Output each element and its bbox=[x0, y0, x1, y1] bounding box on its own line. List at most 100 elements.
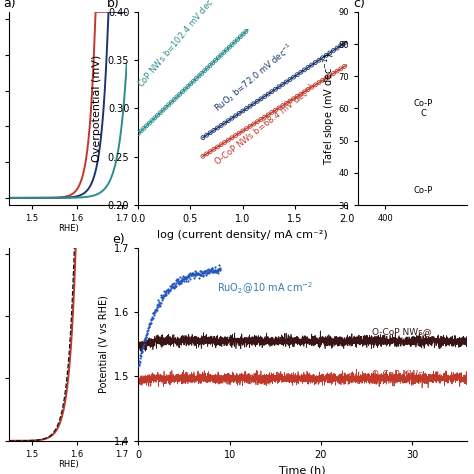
Point bbox=[228, 114, 236, 122]
Point bbox=[151, 114, 159, 122]
Text: CoP NWs b=102.4 mV dec$^{-1}$: CoP NWs b=102.4 mV dec$^{-1}$ bbox=[135, 0, 222, 91]
Point bbox=[146, 119, 153, 127]
Point bbox=[191, 267, 199, 275]
Point bbox=[154, 301, 161, 309]
Point bbox=[228, 41, 236, 48]
Point bbox=[189, 270, 196, 278]
Point bbox=[182, 275, 190, 283]
Point bbox=[214, 267, 222, 275]
Point bbox=[144, 330, 151, 337]
Point bbox=[153, 306, 161, 314]
Point bbox=[326, 49, 334, 57]
Point bbox=[197, 267, 204, 275]
Point bbox=[175, 280, 182, 288]
Point bbox=[204, 265, 212, 273]
Point bbox=[146, 319, 154, 327]
Point bbox=[329, 70, 337, 77]
Point bbox=[168, 282, 175, 290]
Point bbox=[180, 273, 188, 280]
Point bbox=[333, 44, 341, 52]
Point bbox=[315, 79, 323, 86]
Point bbox=[164, 286, 171, 294]
Point bbox=[191, 270, 198, 278]
Point bbox=[154, 300, 162, 308]
Point bbox=[206, 129, 214, 137]
Point bbox=[159, 291, 167, 298]
Point bbox=[141, 336, 148, 344]
Point bbox=[231, 38, 238, 46]
Point bbox=[261, 93, 268, 100]
Point bbox=[203, 267, 211, 274]
Point bbox=[200, 269, 207, 277]
Point bbox=[205, 269, 213, 276]
Text: RuO$_2$@10 mA cm$^{-2}$: RuO$_2$@10 mA cm$^{-2}$ bbox=[217, 280, 313, 296]
Text: Co-P
C: Co-P C bbox=[414, 99, 433, 118]
Point bbox=[140, 337, 148, 344]
Point bbox=[196, 270, 203, 277]
Point bbox=[189, 272, 197, 279]
Point bbox=[297, 91, 305, 98]
Point bbox=[185, 273, 193, 281]
Point bbox=[212, 56, 219, 64]
X-axis label: log (current density/ mA cm⁻²): log (current density/ mA cm⁻²) bbox=[157, 230, 328, 240]
Point bbox=[185, 270, 192, 278]
Point bbox=[180, 277, 187, 284]
Point bbox=[272, 106, 279, 114]
Point bbox=[201, 67, 208, 74]
Point bbox=[146, 319, 154, 327]
Point bbox=[246, 122, 254, 130]
Point bbox=[143, 328, 151, 335]
Point bbox=[187, 271, 194, 279]
Point bbox=[301, 88, 308, 96]
Point bbox=[329, 47, 337, 55]
Text: c): c) bbox=[353, 0, 365, 10]
Point bbox=[148, 315, 155, 323]
Point bbox=[243, 125, 250, 132]
Point bbox=[283, 100, 290, 107]
Point bbox=[141, 336, 149, 343]
Point bbox=[165, 287, 173, 295]
Point bbox=[211, 266, 219, 274]
Point bbox=[151, 308, 159, 315]
Point bbox=[315, 56, 323, 64]
Point bbox=[141, 334, 149, 342]
Point bbox=[337, 42, 345, 49]
Point bbox=[171, 283, 179, 291]
Point bbox=[193, 271, 201, 278]
Point bbox=[153, 307, 160, 314]
Point bbox=[319, 54, 327, 62]
Point bbox=[205, 266, 212, 273]
Point bbox=[149, 314, 157, 321]
Point bbox=[140, 342, 147, 350]
Text: RuO$_2$ b=72.0 mV dec$^{-1}$: RuO$_2$ b=72.0 mV dec$^{-1}$ bbox=[211, 40, 296, 115]
Point bbox=[208, 265, 215, 273]
Point bbox=[184, 277, 192, 285]
Point bbox=[199, 270, 206, 277]
Point bbox=[215, 265, 223, 273]
Point bbox=[201, 268, 208, 275]
Point bbox=[177, 277, 184, 284]
Point bbox=[243, 105, 250, 112]
Point bbox=[205, 269, 212, 276]
Point bbox=[308, 83, 316, 91]
Point bbox=[311, 81, 319, 89]
Point bbox=[139, 344, 147, 351]
Point bbox=[160, 292, 167, 300]
Point bbox=[157, 292, 165, 299]
Point bbox=[198, 70, 206, 77]
Point bbox=[308, 61, 316, 69]
Point bbox=[151, 309, 158, 316]
Point bbox=[182, 85, 189, 93]
Point bbox=[202, 267, 210, 275]
Point bbox=[213, 267, 221, 275]
Point bbox=[214, 124, 221, 132]
Point bbox=[226, 44, 233, 51]
Point bbox=[279, 102, 286, 109]
Point bbox=[177, 277, 185, 285]
Point bbox=[202, 267, 210, 274]
Point bbox=[162, 291, 170, 299]
Point bbox=[176, 279, 183, 286]
Point bbox=[194, 269, 202, 277]
Point bbox=[279, 81, 286, 88]
Point bbox=[215, 54, 222, 62]
